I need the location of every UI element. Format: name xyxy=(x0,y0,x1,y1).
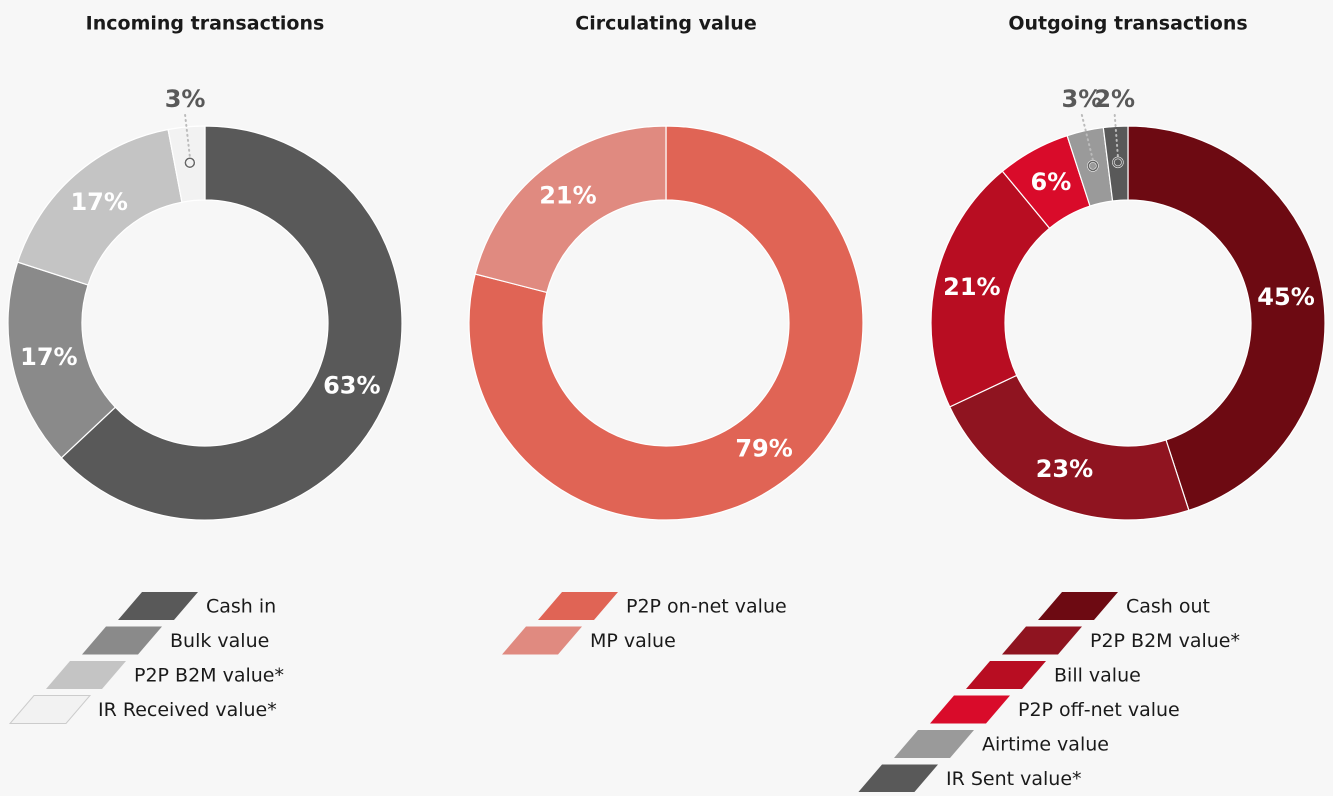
leader-line xyxy=(184,114,191,158)
legend-label: IR Received value* xyxy=(98,699,277,721)
legend-label: Bulk value xyxy=(170,630,269,652)
value-label: 63% xyxy=(323,372,380,400)
legend-swatch xyxy=(894,730,974,758)
legend-swatch xyxy=(538,592,618,620)
chart-title: Outgoing transactions xyxy=(1008,13,1247,35)
donut-slice xyxy=(474,125,667,294)
legend-swatch xyxy=(8,695,92,724)
leader-dot-ring xyxy=(1087,160,1099,172)
legend-swatch xyxy=(966,661,1046,689)
leader-dot-ring xyxy=(1112,157,1124,168)
legend-label: Cash out xyxy=(1126,596,1210,618)
legend-label: Cash in xyxy=(206,596,276,618)
leader-line xyxy=(1113,114,1119,158)
value-label: 17% xyxy=(20,343,77,371)
value-label: 45% xyxy=(1257,283,1314,311)
legend-swatch xyxy=(82,626,162,655)
value-label: 21% xyxy=(943,273,1000,301)
legend-label: Airtime value xyxy=(982,734,1109,756)
leader-dot-ring xyxy=(184,157,196,168)
donut-slice xyxy=(468,125,864,521)
value-label: 2% xyxy=(1094,85,1135,113)
donut-slice xyxy=(1127,125,1326,512)
legend-swatch xyxy=(118,592,198,620)
legend-swatch xyxy=(1038,592,1118,620)
legend-swatch xyxy=(930,695,1010,724)
legend-swatch xyxy=(46,661,126,689)
donut-slice xyxy=(948,374,1190,521)
value-label: 6% xyxy=(1031,168,1072,196)
legend-label: Bill value xyxy=(1054,665,1141,687)
legend-label: P2P on-net value xyxy=(626,596,787,618)
legend-swatch xyxy=(502,626,582,655)
chart-title: Incoming transactions xyxy=(86,13,325,35)
legend-label: P2P B2M value* xyxy=(1090,630,1240,652)
legend-label: IR Sent value* xyxy=(946,768,1082,790)
value-label: 79% xyxy=(735,434,792,462)
donut-slice xyxy=(60,125,403,521)
value-label: 23% xyxy=(1036,455,1093,483)
legend-label: P2P off-net value xyxy=(1018,699,1180,721)
value-label: 3% xyxy=(165,85,206,113)
value-label: 21% xyxy=(539,182,596,210)
chart-title: Circulating value xyxy=(575,13,756,35)
value-label: 17% xyxy=(70,188,127,216)
donut-slice xyxy=(1102,125,1129,202)
value-label: 3% xyxy=(1062,85,1103,113)
legend-label: P2P B2M value* xyxy=(134,665,284,687)
legend-label: MP value xyxy=(590,630,676,652)
donut-slice xyxy=(930,170,1051,408)
legend-swatch xyxy=(1002,626,1082,655)
legend-swatch xyxy=(858,764,938,793)
